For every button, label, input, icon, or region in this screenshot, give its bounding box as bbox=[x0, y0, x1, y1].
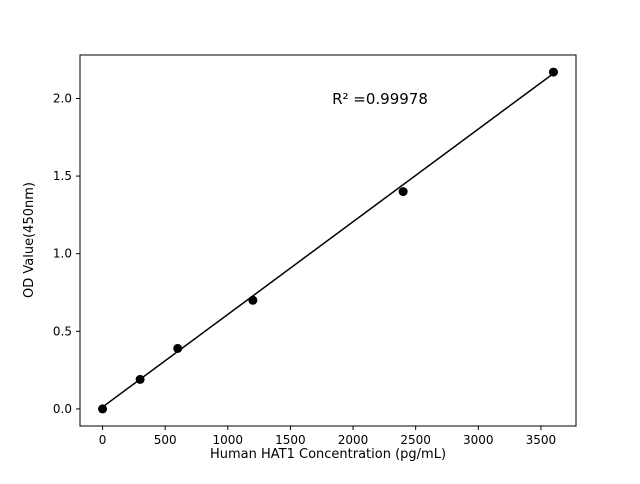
r-squared-annotation: R² =0.99978 bbox=[332, 90, 428, 108]
x-tick-label: 3000 bbox=[463, 433, 494, 447]
data-point bbox=[135, 374, 145, 384]
y-axis-label: OD Value(450nm) bbox=[22, 182, 37, 298]
x-axis-label: Human HAT1 Concentration (pg/mL) bbox=[210, 447, 446, 462]
x-tick-label: 2000 bbox=[338, 433, 369, 447]
x-tick-label: 1000 bbox=[213, 433, 244, 447]
plot-layer: 0 500 1000 1500 2000 2500 3000 3500 0.0 0.5 1.0 1.5… bbox=[53, 54, 577, 447]
data-point bbox=[548, 67, 558, 77]
data-point bbox=[173, 343, 183, 353]
y-tick-label: 0.5 bbox=[53, 324, 72, 338]
data-point bbox=[98, 404, 108, 414]
x-tick-label: 1500 bbox=[275, 433, 306, 447]
x-tick-label: 2500 bbox=[400, 433, 431, 447]
x-tick-label: 0 bbox=[99, 433, 107, 447]
y-tick-label: 1.0 bbox=[53, 247, 72, 261]
y-tick-label: 0.0 bbox=[53, 402, 72, 416]
x-tick-label: 3500 bbox=[526, 433, 557, 447]
y-tick-label: 1.5 bbox=[53, 169, 72, 183]
x-tick-label: 500 bbox=[154, 433, 177, 447]
data-point bbox=[398, 187, 408, 197]
data-point bbox=[248, 295, 258, 305]
y-tick-label: 2.0 bbox=[53, 91, 72, 105]
